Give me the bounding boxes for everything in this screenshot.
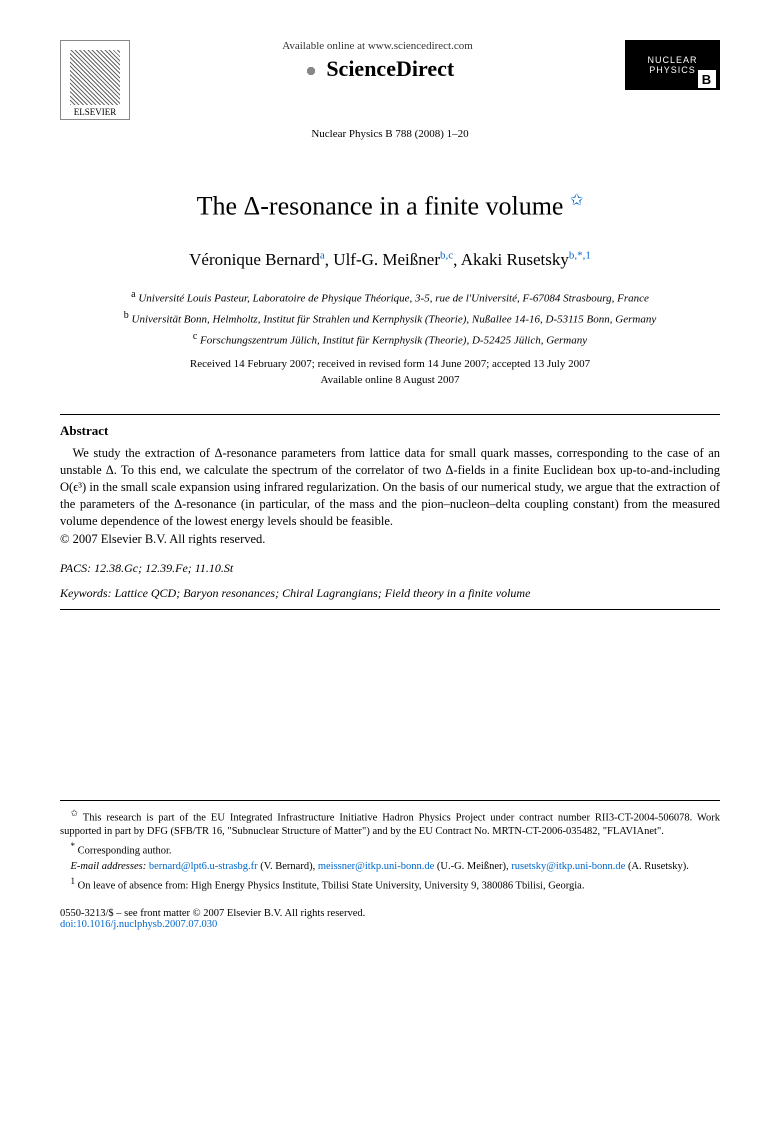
paper-title: The Δ-resonance in a finite volume ✩ bbox=[60, 190, 720, 222]
sd-name: ScienceDirect bbox=[326, 56, 454, 81]
corresponding-text: Corresponding author. bbox=[78, 846, 172, 857]
page-footer: 0550-3213/$ – see front matter © 2007 El… bbox=[60, 908, 720, 930]
abstract-copyright: © 2007 Elsevier B.V. All rights reserved… bbox=[60, 532, 720, 547]
footnote-emails: E-mail addresses: bernard@lpt6.u-strasbg… bbox=[60, 860, 720, 874]
affiliation-c: c Forschungszentrum Jülich, Institut für… bbox=[60, 330, 720, 348]
sciencedirect-block: Available online at www.sciencedirect.co… bbox=[130, 40, 625, 82]
author-3[interactable]: Akaki Rusetskyb,*,1 bbox=[461, 250, 591, 269]
elsevier-tree-icon bbox=[70, 50, 120, 105]
email-who-2: (U.-G. Meißner) bbox=[437, 861, 506, 872]
doi-link[interactable]: doi:10.1016/j.nuclphysb.2007.07.030 bbox=[60, 919, 217, 930]
email-link-3[interactable]: rusetsky@itkp.uni-bonn.de bbox=[511, 861, 625, 872]
header-row: ELSEVIER Available online at www.science… bbox=[60, 40, 720, 120]
pacs-value: 12.38.Gc; 12.39.Fe; 11.10.St bbox=[94, 561, 233, 575]
received-dates: Received 14 February 2007; received in r… bbox=[60, 358, 720, 370]
abstract-heading: Abstract bbox=[60, 423, 720, 439]
title-footnote-star[interactable]: ✩ bbox=[570, 192, 583, 209]
available-online: Available online 8 August 2007 bbox=[60, 374, 720, 386]
elsevier-logo: ELSEVIER bbox=[60, 40, 130, 120]
sciencedirect-logo: ScienceDirect bbox=[130, 56, 625, 82]
footnote-leave: 1 On leave of absence from: High Energy … bbox=[60, 875, 720, 894]
leave-text: On leave of absence from: High Energy Ph… bbox=[78, 881, 585, 892]
email-who-1: (V. Bernard) bbox=[260, 861, 312, 872]
rule-below-keywords bbox=[60, 609, 720, 610]
footnote-corresponding: * Corresponding author. bbox=[60, 840, 720, 859]
sd-available-text: Available online at www.sciencedirect.co… bbox=[130, 40, 625, 52]
np-line2: PHYSICS bbox=[649, 65, 696, 75]
email-who-3: (A. Rusetsky) bbox=[628, 861, 686, 872]
leave-marker: 1 bbox=[71, 876, 76, 886]
journal-reference: Nuclear Physics B 788 (2008) 1–20 bbox=[60, 128, 720, 140]
affiliation-a: a Université Louis Pasteur, Laboratoire … bbox=[60, 288, 720, 306]
doi-line: doi:10.1016/j.nuclphysb.2007.07.030 bbox=[60, 919, 720, 930]
corresponding-marker: * bbox=[71, 841, 76, 851]
keywords-label: Keywords: bbox=[60, 586, 112, 600]
email-label: E-mail addresses: bbox=[71, 861, 147, 872]
authors-line: Véronique Bernarda, Ulf-G. Meißnerb,c, A… bbox=[60, 250, 720, 271]
np-b-letter: B bbox=[698, 70, 716, 88]
nuclear-physics-badge: NUCLEAR PHYSICS B bbox=[625, 40, 720, 90]
keywords-line: Keywords: Lattice QCD; Baryon resonances… bbox=[60, 586, 720, 601]
pacs-label: PACS: bbox=[60, 561, 91, 575]
np-line1: NUCLEAR bbox=[647, 55, 697, 65]
sd-swoosh-icon bbox=[301, 61, 321, 81]
funding-marker: ✩ bbox=[71, 808, 79, 818]
elsevier-label: ELSEVIER bbox=[74, 107, 117, 117]
keywords-value: Lattice QCD; Baryon resonances; Chiral L… bbox=[115, 586, 531, 600]
email-link-2[interactable]: meissner@itkp.uni-bonn.de bbox=[318, 861, 434, 872]
footnotes-block: ✩ This research is part of the EU Integr… bbox=[60, 800, 720, 894]
pacs-line: PACS: 12.38.Gc; 12.39.Fe; 11.10.St bbox=[60, 561, 720, 576]
title-text: The Δ-resonance in a finite volume bbox=[197, 192, 564, 221]
author-2[interactable]: Ulf-G. Meißnerb,c bbox=[333, 250, 453, 269]
funding-text: This research is part of the EU Integrat… bbox=[60, 812, 720, 837]
author-1[interactable]: Véronique Bernarda bbox=[189, 250, 325, 269]
affiliation-b: b Universität Bonn, Helmholtz, Institut … bbox=[60, 309, 720, 327]
abstract-text: We study the extraction of Δ-resonance p… bbox=[60, 445, 720, 529]
email-link-1[interactable]: bernard@lpt6.u-strasbg.fr bbox=[149, 861, 258, 872]
front-matter: 0550-3213/$ – see front matter © 2007 El… bbox=[60, 908, 720, 919]
footnote-funding: ✩ This research is part of the EU Integr… bbox=[60, 807, 720, 840]
rule-above-abstract bbox=[60, 414, 720, 415]
